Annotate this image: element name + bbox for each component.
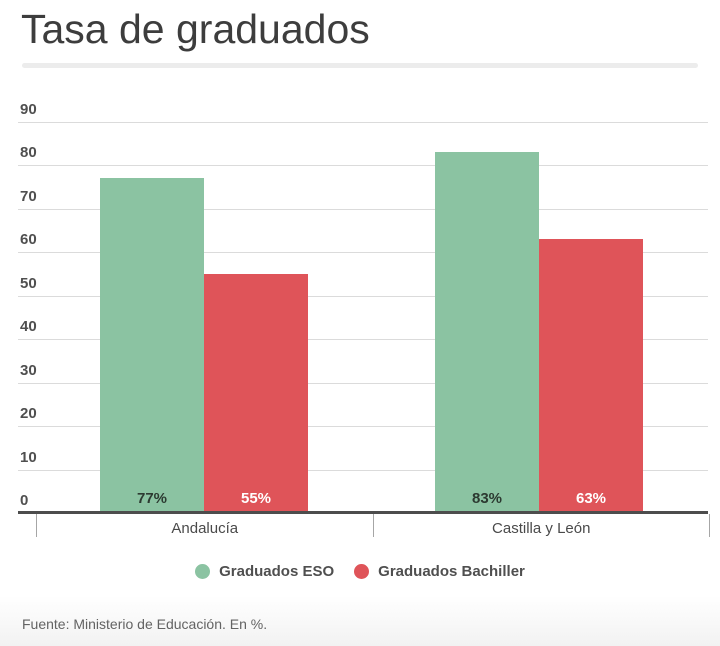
- y-tick-label-0: 0: [20, 492, 29, 509]
- bar-value-label: 63%: [575, 490, 607, 507]
- legend-label: Graduados ESO: [219, 563, 335, 580]
- y-tick-label-80: 80: [20, 144, 37, 162]
- gridline-50: [18, 295, 708, 297]
- legend: Graduados ESO Graduados Bachiller: [0, 563, 720, 580]
- category-label-andalucia: Andalucía: [36, 514, 373, 537]
- gridline-80: [18, 165, 708, 167]
- y-tick-label-40: 40: [20, 318, 37, 336]
- gridline-40: [18, 339, 708, 341]
- plot-area: 0 10 20 30 40 50 60 70 80 90 77% 55% 83% 63%: [18, 101, 708, 514]
- gridline-90: [18, 122, 708, 123]
- y-tick-label-90: 90: [20, 101, 37, 118]
- gridline-20: [18, 426, 708, 428]
- bar-graduados-bachiller-castilla-y-leon: 63%: [539, 239, 643, 513]
- y-tick-label-60: 60: [20, 231, 37, 249]
- bar-value-label: 55%: [240, 490, 272, 507]
- legend-label: Graduados Bachiller: [378, 563, 525, 580]
- y-tick-label-70: 70: [20, 187, 37, 205]
- source-note: Fuente: Ministerio de Educación. En %.: [22, 616, 268, 632]
- bar-graduados-bachiller-andalucia: 55%: [204, 274, 308, 513]
- gridline-30: [18, 382, 708, 384]
- y-tick-label-50: 50: [20, 274, 37, 292]
- bar-value-label: 83%: [471, 490, 503, 507]
- bar-value-label: 77%: [136, 490, 168, 507]
- bar-graduados-eso-castilla-y-leon: 83%: [435, 152, 539, 513]
- gridline-70: [18, 208, 708, 210]
- gridline-60: [18, 252, 708, 254]
- category-label-castilla-y-leon: Castilla y León: [372, 514, 710, 537]
- title-divider: [22, 63, 698, 68]
- legend-swatch-icon: [354, 564, 370, 579]
- legend-item-graduados-bachiller: Graduados Bachiller: [354, 563, 525, 580]
- y-tick-label-30: 30: [20, 361, 37, 379]
- legend-item-graduados-eso: Graduados ESO: [195, 563, 334, 580]
- page-title: Tasa de graduados: [21, 6, 370, 52]
- x-axis-baseline: [18, 511, 708, 514]
- legend-swatch-icon: [195, 564, 211, 579]
- bar-graduados-eso-andalucia: 77%: [100, 178, 204, 513]
- category-axis: Andalucía Castilla y León: [36, 514, 710, 537]
- gridline-10: [18, 469, 708, 471]
- y-tick-label-10: 10: [20, 448, 37, 466]
- footer: Fuente: Ministerio de Educación. En %.: [0, 596, 720, 646]
- y-tick-label-20: 20: [20, 405, 37, 423]
